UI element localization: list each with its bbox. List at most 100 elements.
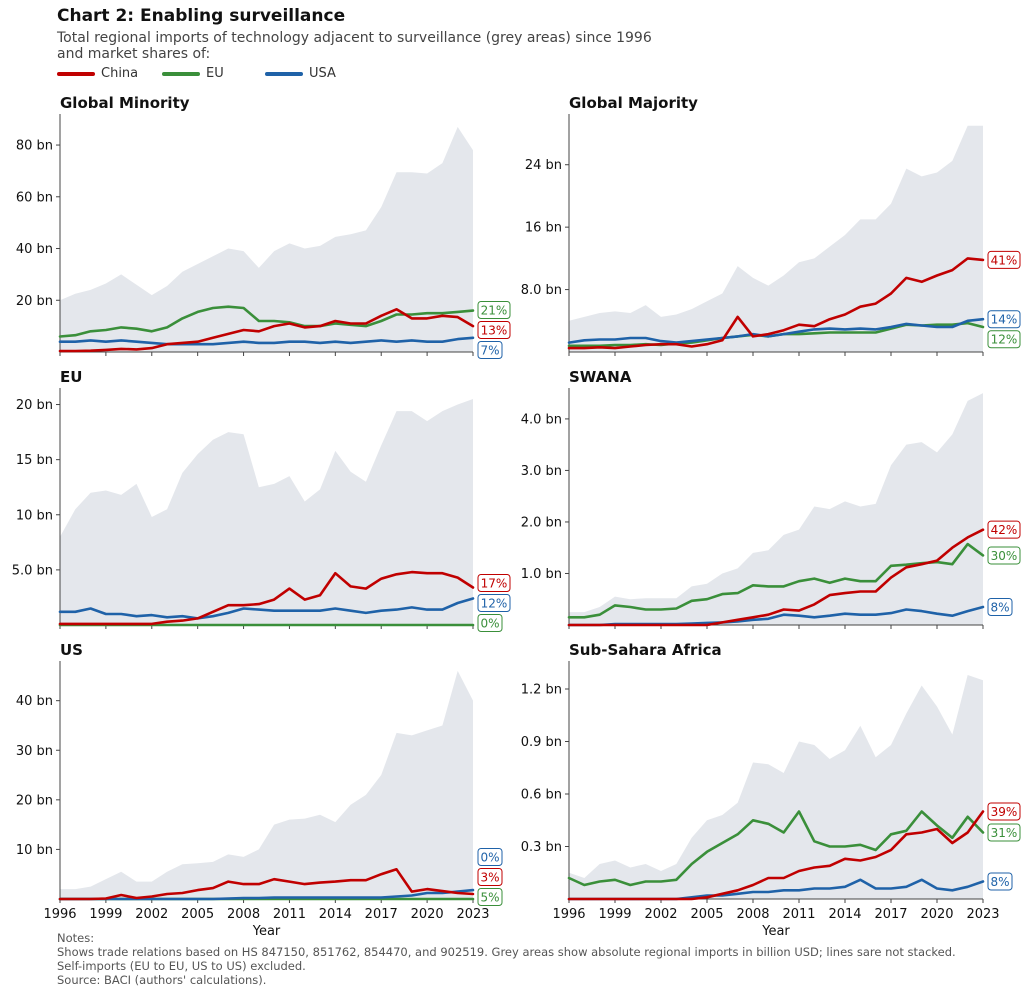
chart-notes: Notes: Shows trade relations based on HS… <box>57 931 956 987</box>
end-label-text-swana-china: 42% <box>991 523 1018 537</box>
series-line-us-usa <box>58 888 475 901</box>
panel-global-majority: Global Majority 8.0 bn 16 bn 24 bn 41% 14% 12% <box>521 94 1021 356</box>
legend-swatch-china <box>57 71 95 76</box>
end-label-eu-eu: 0% <box>477 614 503 632</box>
end-label-box-global-minority-china <box>477 321 511 339</box>
x-tick-label-sub-sahara-africa-6: 2014 <box>828 907 861 922</box>
legend-swatch-usa <box>265 71 303 76</box>
end-label-box-swana-china <box>987 520 1021 539</box>
x-tick-label-us-6: 2014 <box>319 907 352 922</box>
y-tick-label-us-3: 40 bn <box>16 694 53 709</box>
y-tick-label-global-minority-3: 80 bn <box>16 139 53 154</box>
series-line-global-minority-usa <box>58 336 475 346</box>
legend-label-china: China <box>101 66 139 81</box>
x-tick-label-us-7: 2017 <box>365 907 398 922</box>
end-label-text-sub-sahara-africa-usa: 8% <box>990 875 1009 889</box>
panel-swana: SWANA 1.0 bn 2.0 bn 3.0 bn 4.0 bn 42% 30% 8% <box>521 368 1021 629</box>
y-tick-label-swana-3: 4.0 bn <box>521 412 562 427</box>
end-label-text-global-majority-usa: 14% <box>991 313 1018 327</box>
x-axis-title-us: Year <box>252 924 281 939</box>
panel-title-global-majority: Global Majority <box>569 94 698 112</box>
end-label-box-global-majority-usa <box>987 310 1021 329</box>
x-tick-label-us-8: 2020 <box>411 907 444 922</box>
end-label-swana-eu: 30% <box>987 546 1021 565</box>
end-label-global-majority-eu: 12% <box>987 330 1021 349</box>
end-label-box-swana-eu <box>987 546 1021 565</box>
subtitle-line-1: Total regional imports of technology adj… <box>57 30 652 46</box>
series-line-global-majority-usa <box>567 317 985 344</box>
end-label-text-us-eu: 5% <box>480 891 499 905</box>
y-tick-label-global-majority-2: 24 bn <box>525 158 562 173</box>
legend-item-china: China <box>57 66 138 81</box>
end-label-us-usa: 0% <box>477 848 503 866</box>
notes-source: Source: BACI (authors' calculations). <box>57 973 267 987</box>
end-label-box-us-china <box>477 868 503 886</box>
end-label-box-sub-sahara-africa-usa <box>987 872 1013 891</box>
panel-sub-sahara-africa: Sub-Sahara Africa 0.3 bn 0.6 bn 0.9 bn 1.2 b… <box>521 641 1021 939</box>
x-tick-label-sub-sahara-africa-4: 2008 <box>736 907 769 922</box>
y-tick-label-eu-2: 15 bn <box>16 453 53 468</box>
y-tick-label-swana-0: 1.0 bn <box>521 567 562 582</box>
series-line-global-minority-china <box>58 307 475 353</box>
y-tick-label-eu-3: 20 bn <box>16 398 53 413</box>
notes-line-1: Shows trade relations based on HS 847150… <box>57 945 956 959</box>
x-tick-label-us-4: 2008 <box>227 907 260 922</box>
subtitle-line-2: and market shares of: <box>57 46 211 62</box>
end-label-global-minority-china: 13% <box>477 321 511 339</box>
end-label-text-eu-eu: 0% <box>480 617 499 631</box>
legend-item-eu: EU <box>162 66 224 81</box>
series-line-us-china <box>58 867 475 901</box>
y-tick-label-us-1: 20 bn <box>16 793 53 808</box>
y-tick-label-swana-2: 3.0 bn <box>521 464 562 479</box>
end-label-swana-usa: 8% <box>987 597 1013 616</box>
x-tick-label-sub-sahara-africa-8: 2020 <box>920 907 953 922</box>
end-label-text-eu-usa: 12% <box>481 597 508 611</box>
end-label-sub-sahara-africa-china: 39% <box>987 802 1021 821</box>
notes-line-2: Self-imports (EU to EU, US to US) exclud… <box>57 959 306 973</box>
end-label-text-global-majority-eu: 12% <box>991 333 1018 347</box>
end-label-box-sub-sahara-africa-china <box>987 802 1021 821</box>
y-tick-label-us-0: 10 bn <box>16 843 53 858</box>
end-label-eu-china: 17% <box>477 574 511 592</box>
panel-eu: EU 5.0 bn 10 bn 15 bn 20 bn 17% 12% 0% <box>12 368 511 632</box>
x-tick-label-us-5: 2011 <box>273 907 306 922</box>
end-label-text-global-minority-eu: 21% <box>481 304 508 318</box>
series-line-eu-china <box>58 570 475 626</box>
y-tick-label-global-majority-0: 8.0 bn <box>521 283 562 298</box>
y-tick-label-us-2: 30 bn <box>16 744 53 759</box>
legend-label-eu: EU <box>206 66 224 81</box>
x-tick-label-us-1: 1999 <box>89 907 122 922</box>
legend-swatch-eu <box>162 71 200 76</box>
end-label-text-eu-china: 17% <box>481 577 508 591</box>
x-axis-title-sub-sahara-africa: Year <box>761 924 790 939</box>
end-label-eu-usa: 12% <box>477 594 511 612</box>
x-tick-label-sub-sahara-africa-9: 2023 <box>966 907 999 922</box>
y-tick-label-eu-0: 5.0 bn <box>12 563 53 578</box>
total-imports-area-swana <box>569 393 983 625</box>
x-tick-label-sub-sahara-africa-5: 2011 <box>782 907 815 922</box>
y-tick-label-sub-sahara-africa-1: 0.6 bn <box>521 788 562 803</box>
end-label-box-eu-eu <box>477 614 503 632</box>
end-label-box-global-majority-china <box>987 250 1021 269</box>
panel-title-sub-sahara-africa: Sub-Sahara Africa <box>569 641 722 659</box>
total-imports-area-us <box>60 670 473 899</box>
x-tick-label-us-2: 2002 <box>135 907 168 922</box>
total-imports-area-global-minority <box>60 126 473 352</box>
series-line-eu-usa <box>58 597 475 620</box>
y-tick-label-eu-1: 10 bn <box>16 508 53 523</box>
end-label-us-china: 3% <box>477 868 503 886</box>
end-label-global-minority-eu: 21% <box>477 301 511 319</box>
panel-title-global-minority: Global Minority <box>60 94 190 112</box>
end-label-box-global-majority-eu <box>987 330 1021 349</box>
y-tick-label-global-minority-0: 20 bn <box>16 294 53 309</box>
x-tick-label-sub-sahara-africa-0: 1996 <box>552 907 585 922</box>
y-tick-label-swana-1: 2.0 bn <box>521 515 562 530</box>
end-label-text-swana-usa: 8% <box>990 600 1009 614</box>
panel-title-swana: SWANA <box>569 368 632 386</box>
panel-title-us: US <box>60 641 83 659</box>
total-imports-area-global-majority <box>569 125 983 352</box>
end-label-text-us-china: 3% <box>480 871 499 885</box>
end-label-box-us-usa <box>477 848 503 866</box>
x-tick-label-sub-sahara-africa-3: 2005 <box>690 907 723 922</box>
